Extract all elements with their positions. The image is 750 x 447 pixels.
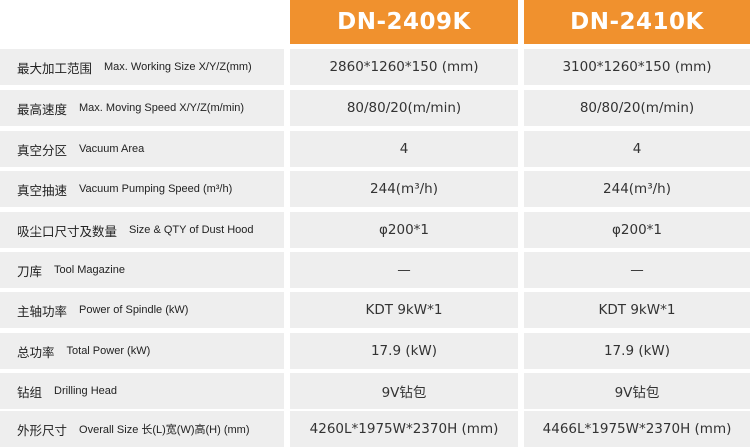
cell-dn-2409k: 17.9 (kW) [290, 333, 518, 369]
label-zh: 总功率 [17, 344, 55, 360]
row-label: 吸尘口尺寸及数量 Size & QTY of Dust Hood [0, 212, 284, 248]
cell-dn-2409k: — [290, 252, 518, 288]
value: 3100*1260*150 (mm) [562, 59, 712, 75]
label-zh: 真空抽速 [17, 182, 68, 198]
label-zh: 刀库 [17, 263, 43, 279]
row-label: 外形尺寸 Overall Size 长(L)宽(W)高(H) (mm) [0, 411, 284, 447]
label-zh: 外形尺寸 [17, 422, 68, 438]
cell-dn-2409k: 4 [290, 131, 518, 167]
value: 4 [399, 141, 409, 157]
label-en: Tool Magazine [54, 264, 125, 276]
row-label: 真空分区 Vacuum Area [0, 131, 284, 167]
cell-dn-2409k: φ200*1 [290, 212, 518, 248]
value: KDT 9kW*1 [598, 302, 676, 318]
cell-dn-2410k: φ200*1 [524, 212, 750, 248]
value: 2860*1260*150 (mm) [329, 59, 479, 75]
row-label: 最大加工范围 Max. Working Size X/Y/Z(mm) [0, 49, 284, 85]
table-row: 钻组 Drilling Head 9V钻包 9V钻包 [0, 373, 750, 409]
cell-dn-2410k: KDT 9kW*1 [524, 292, 750, 328]
label-zh: 吸尘口尺寸及数量 [17, 223, 118, 239]
label-en: Max. Moving Speed X/Y/Z(m/min) [79, 102, 245, 114]
value: 80/80/20(m/min) [346, 100, 462, 116]
value: 244(m³/h) [603, 181, 671, 197]
cell-dn-2409k: 2860*1260*150 (mm) [290, 49, 518, 85]
label-zh: 主轴功率 [17, 303, 68, 319]
table-row: 外形尺寸 Overall Size 长(L)宽(W)高(H) (mm) 4260L… [0, 411, 750, 447]
row-label: 真空抽速 Vacuum Pumping Speed (m³/h) [0, 171, 284, 207]
cell-dn-2410k: 17.9 (kW) [524, 333, 750, 369]
label-en: Overall Size 长(L)宽(W)高(H) (mm) [79, 424, 250, 436]
model-header-dn-2409k: DN-2409K [290, 0, 518, 44]
value: φ200*1 [378, 222, 429, 238]
label-en: Drilling Head [54, 385, 117, 397]
table-row: 最大加工范围 Max. Working Size X/Y/Z(mm) 2860*1… [0, 49, 750, 85]
table-row: 真空分区 Vacuum Area 4 4 [0, 131, 750, 167]
row-label: 刀库 Tool Magazine [0, 252, 284, 288]
table-row: 主轴功率 Power of Spindle (kW) KDT 9kW*1 KDT … [0, 292, 750, 328]
value: 9V钻包 [614, 385, 660, 401]
model-header-dn-2410k: DN-2410K [524, 0, 750, 44]
table-row: 最高速度 Max. Moving Speed X/Y/Z(m/min) 80/80… [0, 90, 750, 126]
label-zh: 钻组 [17, 384, 43, 400]
cell-dn-2410k: 4 [524, 131, 750, 167]
value: 4 [632, 141, 642, 157]
value: — [630, 262, 644, 278]
table-row: 总功率 Total Power (kW) 17.9 (kW) 17.9 (kW) [0, 333, 750, 369]
value: — [397, 262, 411, 278]
value: 4466L*1975W*2370H (mm) [542, 421, 732, 437]
value: 4260L*1975W*2370H (mm) [309, 421, 499, 437]
label-en: Total Power (kW) [66, 345, 151, 357]
value: 17.9 (kW) [370, 343, 438, 359]
value: 9V钻包 [381, 385, 427, 401]
value: φ200*1 [611, 222, 662, 238]
value: 17.9 (kW) [603, 343, 671, 359]
cell-dn-2410k: 80/80/20(m/min) [524, 90, 750, 126]
cell-dn-2409k: 4260L*1975W*2370H (mm) [290, 411, 518, 447]
row-label: 总功率 Total Power (kW) [0, 333, 284, 369]
label-zh: 真空分区 [17, 142, 68, 158]
row-label: 主轴功率 Power of Spindle (kW) [0, 292, 284, 328]
label-zh: 最大加工范围 [17, 60, 93, 76]
label-en: Vacuum Pumping Speed (m³/h) [79, 183, 233, 195]
cell-dn-2410k: 3100*1260*150 (mm) [524, 49, 750, 85]
value: 244(m³/h) [370, 181, 438, 197]
value: 80/80/20(m/min) [579, 100, 695, 116]
label-zh: 最高速度 [17, 101, 68, 117]
value: KDT 9kW*1 [365, 302, 443, 318]
cell-dn-2410k: 4466L*1975W*2370H (mm) [524, 411, 750, 447]
cell-dn-2409k: 9V钻包 [290, 373, 518, 409]
table-row: 真空抽速 Vacuum Pumping Speed (m³/h) 244(m³/h… [0, 171, 750, 207]
cell-dn-2409k: 244(m³/h) [290, 171, 518, 207]
row-label: 最高速度 Max. Moving Speed X/Y/Z(m/min) [0, 90, 284, 126]
row-label: 钻组 Drilling Head [0, 373, 284, 409]
cell-dn-2410k: — [524, 252, 750, 288]
table-row: 吸尘口尺寸及数量 Size & QTY of Dust Hood φ200*1 φ… [0, 212, 750, 248]
label-en: Vacuum Area [79, 143, 145, 155]
cell-dn-2410k: 9V钻包 [524, 373, 750, 409]
label-en: Size & QTY of Dust Hood [129, 224, 254, 236]
table-row: 刀库 Tool Magazine — — [0, 252, 750, 288]
label-en: Max. Working Size X/Y/Z(mm) [104, 61, 252, 73]
cell-dn-2409k: KDT 9kW*1 [290, 292, 518, 328]
cell-dn-2410k: 244(m³/h) [524, 171, 750, 207]
label-en: Power of Spindle (kW) [79, 304, 189, 316]
cell-dn-2409k: 80/80/20(m/min) [290, 90, 518, 126]
